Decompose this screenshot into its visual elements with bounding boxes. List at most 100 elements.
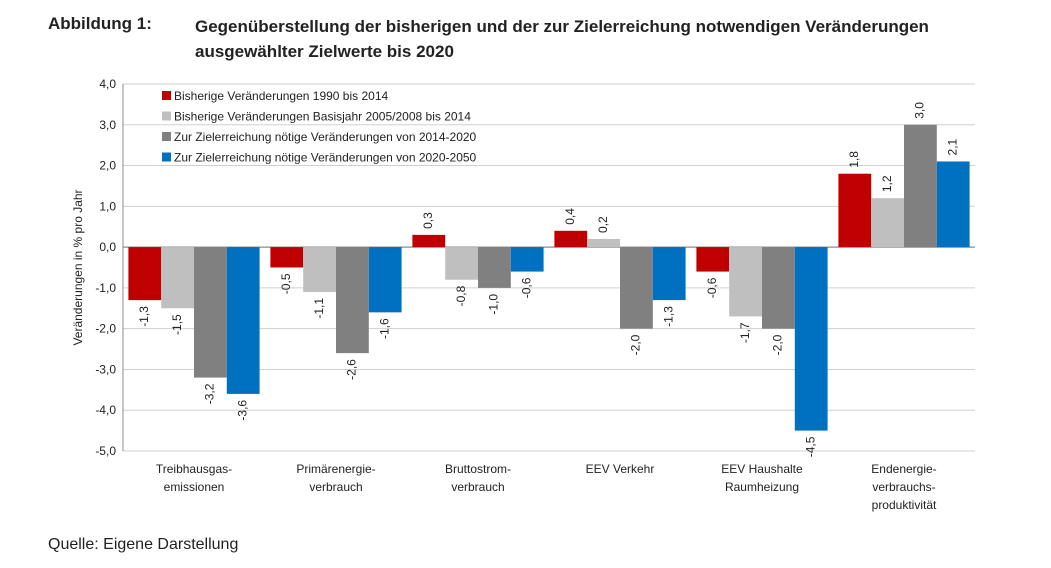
y-tick-label: -5,0: [95, 444, 116, 458]
data-label-group: -4,5: [803, 436, 817, 457]
data-label: 1,2: [880, 175, 894, 192]
bar-s3-c1: [194, 247, 227, 378]
y-tick-label: 1,0: [99, 199, 116, 213]
y-tick-label: -3,0: [95, 362, 116, 376]
data-label: -1,0: [487, 294, 501, 315]
bar-s2-c3: [445, 247, 478, 280]
data-label-group: -3,6: [235, 400, 249, 421]
data-label: -2,0: [771, 334, 785, 355]
data-label-group: 1,8: [847, 151, 861, 168]
data-label: -1,3: [661, 306, 675, 327]
bar-s1-c2: [270, 247, 304, 268]
data-label: -1,6: [377, 318, 391, 339]
y-tick-label: -1,0: [95, 281, 116, 295]
data-label: -1,5: [170, 314, 184, 335]
bar-chart: 4,0 3,0 2,0 1,0 0,0 -1,0 -2,0 -3,0 -4,0 -5,0 Verän…: [71, 77, 975, 512]
bar-s2-c5: [729, 247, 762, 317]
bar-s1-c1: [128, 247, 162, 301]
bar-s2-c1: [161, 247, 194, 309]
source-note: Quelle: Eigene Darstellung: [48, 536, 239, 553]
y-tick-label: -4,0: [95, 403, 116, 417]
bar-s1-c5: [696, 247, 730, 272]
data-label-group: 1,2: [880, 175, 894, 192]
bar-s1-c3: [412, 234, 446, 248]
bar-s4-c4: [652, 247, 686, 301]
data-label-group: 3,0: [913, 102, 927, 119]
data-label: 0,4: [563, 208, 577, 225]
bar-s1-c4: [554, 230, 588, 248]
data-label-group: -0,5: [279, 273, 293, 294]
bar-s4-c6: [936, 161, 970, 248]
data-label: 2,1: [945, 138, 959, 155]
x-tick-label: Treibhausgas-: [156, 462, 232, 476]
x-tick-label: Endenergie-: [871, 462, 936, 476]
y-tick-label: 0,0: [99, 240, 116, 254]
bar-s2-c4: [587, 238, 620, 248]
data-label-group: -1,0: [487, 294, 501, 315]
data-label: -0,5: [279, 273, 293, 294]
legend-label: Zur Zielerreichung nötige Veränderungen …: [174, 151, 477, 165]
bar-s2-c2: [303, 247, 336, 292]
x-tick-label: Raumheizung: [725, 480, 799, 494]
legend-swatch: [162, 152, 171, 162]
data-label: 1,8: [847, 151, 861, 168]
bar-s4-c2: [368, 247, 402, 313]
data-label: 0,3: [421, 212, 435, 229]
data-label: -4,5: [803, 436, 817, 457]
data-label-group: 0,2: [596, 216, 610, 233]
bar-s3-c5: [762, 247, 795, 329]
data-label: 0,2: [596, 216, 610, 233]
data-label-group: 2,1: [945, 138, 959, 155]
data-label: -3,2: [203, 383, 217, 404]
data-label: -3,6: [235, 400, 249, 421]
x-tick-label: verbrauch: [451, 480, 504, 494]
legend-swatch: [162, 91, 171, 100]
bar-s3-c2: [336, 247, 369, 354]
data-label-group: 0,3: [421, 212, 435, 229]
data-label: -0,6: [705, 277, 719, 298]
data-label: -1,3: [137, 306, 151, 327]
y-axis-title: Veränderungen in % pro Jahr: [71, 189, 85, 345]
data-label: -2,6: [345, 359, 359, 380]
data-label: -0,6: [519, 277, 533, 298]
data-label-group: -1,5: [170, 314, 184, 335]
y-tick-label: 4,0: [99, 77, 116, 91]
data-label-group: -1,7: [738, 322, 752, 343]
bar-s3-c4: [620, 247, 653, 329]
bar-s3-c3: [478, 247, 511, 288]
x-tick-label: verbrauch: [309, 480, 362, 494]
x-tick-label: emissionen: [164, 480, 225, 494]
legend-label: Zur Zielerreichung nötige Veränderungen …: [174, 130, 477, 144]
data-label-group: -1,3: [661, 306, 675, 327]
data-label-group: -0,6: [519, 277, 533, 298]
data-label-group: -2,6: [345, 359, 359, 380]
x-tick-label: EEV Haushalte: [721, 462, 803, 476]
data-label-group: -2,0: [771, 334, 785, 355]
x-tick-label: Primärenergie-: [296, 462, 375, 476]
data-label: -2,0: [629, 334, 643, 355]
x-tick-label: EEV Verkehr: [586, 462, 655, 476]
legend-label: Bisherige Veränderungen 1990 bis 2014: [174, 89, 388, 103]
data-label: -1,7: [738, 322, 752, 343]
x-tick-label: Bruttostrom-: [445, 462, 511, 476]
data-label: -1,1: [312, 298, 326, 319]
legend-swatch: [162, 111, 171, 121]
x-tick-label: verbrauchs-: [872, 480, 935, 494]
figure-title: Gegenüberstellung der bisherigen und der…: [195, 17, 929, 61]
bar-s4-c1: [226, 247, 260, 394]
data-label-group: -2,0: [629, 334, 643, 355]
x-tick-label: produktivität: [872, 498, 937, 512]
y-tick-label: 2,0: [99, 159, 116, 173]
bar-s3-c6: [904, 124, 937, 248]
y-tick-label: -2,0: [95, 322, 116, 336]
data-label: -0,8: [454, 285, 468, 306]
legend-label: Bisherige Veränderungen Basisjahr 2005/2…: [174, 110, 471, 124]
figure-label: Abbildung 1:: [48, 14, 152, 33]
data-label-group: -3,2: [203, 383, 217, 404]
y-tick-label: 3,0: [99, 118, 116, 132]
bar-s1-c6: [838, 173, 872, 248]
data-label-group: -1,6: [377, 318, 391, 339]
data-label-group: 0,4: [563, 208, 577, 225]
data-label: 3,0: [913, 102, 927, 119]
bar-s4-c5: [794, 247, 828, 431]
